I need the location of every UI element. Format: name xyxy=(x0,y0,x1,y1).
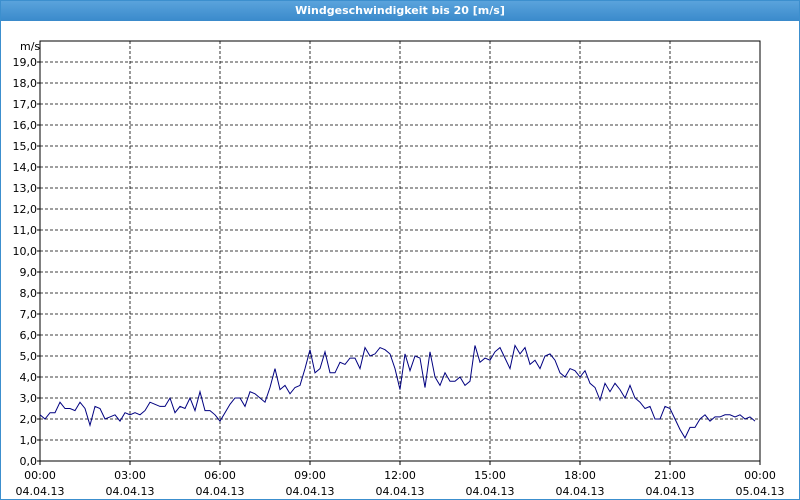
y-tick-label: 0,0 xyxy=(20,455,38,468)
y-tick-label: 19,0 xyxy=(13,56,38,69)
y-tick-label: 8,0 xyxy=(20,287,38,300)
y-tick-label: 3,0 xyxy=(20,392,38,405)
x-tick-date: 04.04.13 xyxy=(646,485,695,498)
x-tick-date: 04.04.13 xyxy=(196,485,245,498)
x-tick-label: 00:00 xyxy=(24,469,56,482)
y-tick-label: 12,0 xyxy=(13,203,38,216)
x-tick-label: 03:00 xyxy=(114,469,146,482)
x-tick-label: 09:00 xyxy=(294,469,326,482)
x-tick-date: 04.04.13 xyxy=(16,485,65,498)
x-tick-date: 05.04.13 xyxy=(736,485,785,498)
x-tick-label: 15:00 xyxy=(474,469,506,482)
x-tick-date: 04.04.13 xyxy=(106,485,155,498)
y-tick-label: 1,0 xyxy=(20,434,38,447)
data-line xyxy=(39,344,756,439)
y-tick-label: 6,0 xyxy=(20,329,38,342)
title-bar: Windgeschwindigkeit bis 20 [m/s] xyxy=(1,1,799,21)
y-tick-label: 7,0 xyxy=(20,308,38,321)
x-tick-date: 04.04.13 xyxy=(376,485,425,498)
x-tick-label: 12:00 xyxy=(384,469,416,482)
y-tick-label: 10,0 xyxy=(13,245,38,258)
y-tick-label: 17,0 xyxy=(13,98,38,111)
y-tick-label: 16,0 xyxy=(13,119,38,132)
y-tick-label: 2,0 xyxy=(20,413,38,426)
x-tick-label: 21:00 xyxy=(654,469,686,482)
y-axis-label: m/s xyxy=(20,40,40,53)
y-tick-label: 11,0 xyxy=(13,224,38,237)
x-tick-date: 04.04.13 xyxy=(556,485,605,498)
y-tick-label: 4,0 xyxy=(20,371,38,384)
x-tick-label: 00:00 xyxy=(744,469,776,482)
x-tick-date: 04.04.13 xyxy=(466,485,515,498)
x-tick-label: 06:00 xyxy=(204,469,236,482)
y-tick-label: 9,0 xyxy=(20,266,38,279)
x-tick-date: 04.04.13 xyxy=(286,485,335,498)
y-tick-label: 5,0 xyxy=(20,350,38,363)
y-tick-label: 14,0 xyxy=(13,161,38,174)
y-tick-label: 18,0 xyxy=(13,77,38,90)
y-tick-label: 13,0 xyxy=(13,182,38,195)
y-tick-label: 15,0 xyxy=(13,140,38,153)
x-tick-label: 18:00 xyxy=(564,469,596,482)
